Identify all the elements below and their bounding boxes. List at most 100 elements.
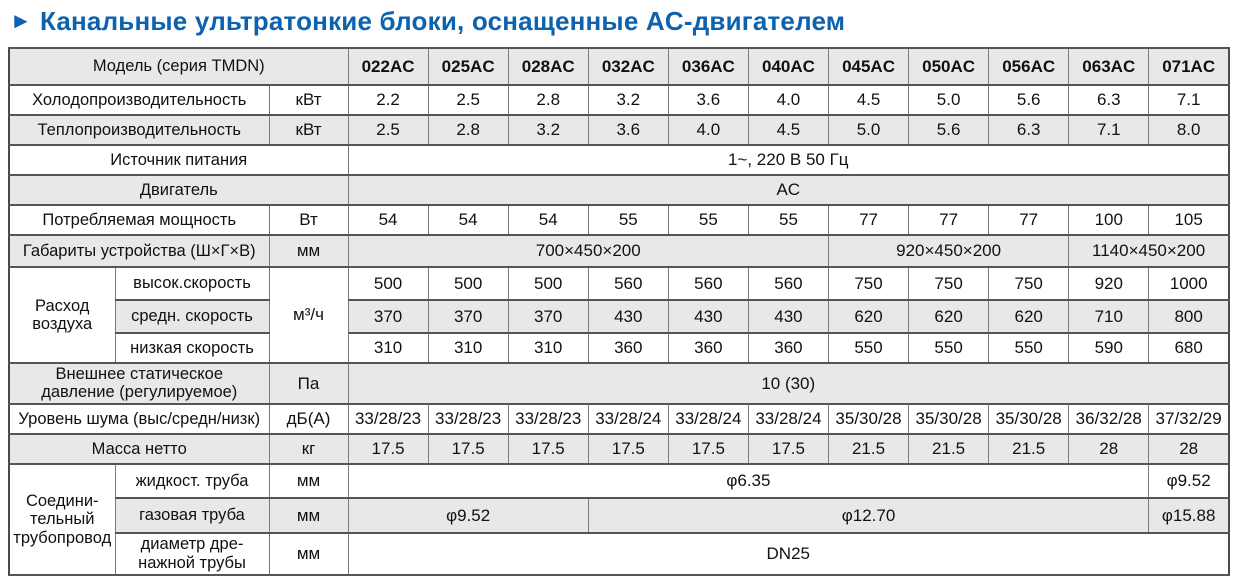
power-input-value-9: 100 [1068, 204, 1150, 236]
cooling-capacity-row: Холодопроизводительность кВт 2.2 2.5 2.8 3.2 3… [8, 84, 1230, 116]
power-input-label: Потребляемая мощность [8, 204, 270, 236]
model-header-value-5: 040AC [747, 47, 829, 86]
airflow-high-label: высок.скорость [114, 266, 270, 301]
model-header-label: Модель (серия TMDN) [8, 47, 349, 86]
heating-capacity-value-1: 2.8 [427, 114, 509, 146]
airflow-high-value-3: 560 [587, 266, 669, 301]
model-header-value-6: 045AC [827, 47, 910, 86]
airflow-high-value-7: 750 [908, 266, 990, 301]
cooling-capacity-value-8: 5.6 [988, 84, 1070, 116]
net-weight-value-7: 21.5 [908, 432, 990, 465]
noise-level-value-7: 35/30/28 [908, 402, 990, 435]
heating-capacity-value-4: 4.0 [667, 114, 749, 146]
noise-level-value-6: 35/30/28 [827, 402, 910, 435]
spec-table-body: Модель (серия TMDN) 022AC 025AC 028AC 032AC 0… [8, 47, 1230, 576]
noise-level-unit: дБ(А) [268, 402, 349, 435]
drain-pipe-label: диаметр дре- нажной трубы [114, 531, 270, 576]
power-input-value-4: 55 [667, 204, 749, 236]
net-weight-value-10: 28 [1148, 432, 1230, 465]
page-title-text: Канальные ультратонкие блоки, оснащенные… [39, 6, 846, 36]
airflow-low-value-4: 360 [667, 332, 749, 364]
airflow-high-value-9: 920 [1068, 266, 1150, 301]
dimensions-unit: мм [268, 234, 349, 268]
noise-level-value-5: 33/28/24 [747, 402, 829, 435]
noise-level-value-0: 33/28/23 [347, 402, 429, 435]
motor-label: Двигатель [8, 174, 349, 206]
power-source-value-0: 1~, 220 В 50 Гц [347, 144, 1230, 176]
net-weight-value-4: 17.5 [667, 432, 749, 465]
airflow-low-value-3: 360 [587, 332, 669, 364]
arrow-bullet-icon: ► [10, 8, 32, 33]
liquid-pipe-value-1: φ9.52 [1148, 462, 1230, 499]
power-input-value-1: 54 [427, 204, 509, 236]
model-header-value-1: 025AC [427, 47, 509, 86]
airflow-low-value-2: 310 [507, 332, 589, 364]
cooling-capacity-value-4: 3.6 [667, 84, 749, 116]
noise-level-row: Уровень шума (выс/средн/низк) дБ(А) 33/28/… [8, 402, 1230, 435]
airflow-low-value-1: 310 [427, 332, 509, 364]
cooling-capacity-value-9: 6.3 [1068, 84, 1150, 116]
model-header-value-4: 036AC [667, 47, 749, 86]
model-header-value-8: 056AC [988, 47, 1070, 86]
net-weight-value-9: 28 [1068, 432, 1150, 465]
airflow-mid-value-10: 800 [1148, 299, 1230, 334]
noise-level-value-1: 33/28/23 [427, 402, 509, 435]
power-input-value-6: 77 [827, 204, 910, 236]
net-weight-value-8: 21.5 [988, 432, 1070, 465]
airflow-low-row: низкая скорость 310 310 310 360 360 360 550 550 5… [9, 332, 1230, 364]
heating-capacity-value-3: 3.6 [587, 114, 669, 146]
dimensions-row: Габариты устройства (Ш×Г×В) мм 700×450×200… [8, 234, 1230, 268]
airflow-low-value-6: 550 [827, 332, 910, 364]
heating-capacity-value-6: 5.0 [827, 114, 910, 146]
airflow-low-label: низкая скорость [114, 332, 270, 364]
net-weight-value-2: 17.5 [507, 432, 589, 465]
net-weight-row: Масса нетто кг 17.5 17.5 17.5 17.5 17.5 17.5 21.… [8, 432, 1230, 465]
dimensions-value-0: 700×450×200 [347, 234, 829, 268]
airflow-low-value-10: 680 [1148, 332, 1230, 364]
airflow-mid-value-9: 710 [1068, 299, 1150, 334]
cooling-capacity-value-10: 7.1 [1148, 84, 1230, 116]
power-input-row: Потребляемая мощность Вт 54 54 54 55 55 55 77 77 7… [8, 204, 1230, 236]
net-weight-value-6: 21.5 [827, 432, 910, 465]
net-weight-unit: кг [268, 432, 349, 465]
liquid-pipe-label: жидкост. труба [114, 462, 270, 499]
model-header-value-9: 063AC [1068, 47, 1150, 86]
gas-pipe-row: газовая труба мм φ9.52 φ12.70 φ15.88 [9, 496, 1230, 534]
noise-level-value-9: 36/32/28 [1068, 402, 1150, 435]
cooling-capacity-value-7: 5.0 [908, 84, 990, 116]
heating-capacity-value-5: 4.5 [747, 114, 829, 146]
liquid-pipe-row: Соедини- тельный трубопровод жидкост. тру… [8, 462, 1230, 576]
heating-capacity-unit: кВт [268, 114, 349, 146]
airflow-high-row: Расход воздуха высок.скорость м³/ч 500 500 50… [8, 266, 1230, 364]
power-source-row: Источник питания 1~, 220 В 50 Гц [8, 144, 1230, 176]
heating-capacity-value-10: 8.0 [1148, 114, 1230, 146]
airflow-high-value-8: 750 [988, 266, 1070, 301]
dimensions-label: Габариты устройства (Ш×Г×В) [8, 234, 270, 268]
cooling-capacity-value-2: 2.8 [507, 84, 589, 116]
airflow-high-value-6: 750 [827, 266, 910, 301]
airflow-low-value-0: 310 [347, 332, 429, 364]
page-title: ► Канальные ультратонкие блоки, оснащенны… [0, 0, 1238, 37]
airflow-low-value-9: 590 [1068, 332, 1150, 364]
power-input-value-8: 77 [988, 204, 1070, 236]
spec-table: Модель (серия TMDN) 022AC 025AC 028AC 032AC 0… [8, 47, 1230, 576]
model-header-value-2: 028AC [507, 47, 589, 86]
gas-pipe-label: газовая труба [114, 496, 270, 534]
airflow-high-value-10: 1000 [1148, 266, 1230, 301]
model-header-row: Модель (серия TMDN) 022AC 025AC 028AC 032AC 0… [8, 47, 1230, 86]
power-input-value-3: 55 [587, 204, 669, 236]
cooling-capacity-unit: кВт [268, 84, 349, 116]
drain-pipe-unit: мм [268, 531, 349, 576]
net-weight-value-0: 17.5 [347, 432, 429, 465]
airflow-mid-row: средн. скорость 370 370 370 430 430 430 620 620 6… [9, 299, 1230, 334]
power-input-value-0: 54 [347, 204, 429, 236]
cooling-capacity-value-6: 4.5 [827, 84, 910, 116]
airflow-mid-value-4: 430 [667, 299, 749, 334]
drain-pipe-value-0: DN25 [347, 531, 1230, 576]
liquid-pipe-unit: мм [268, 462, 349, 499]
airflow-high-value-2: 500 [507, 266, 589, 301]
motor-row: Двигатель AC [8, 174, 1230, 206]
airflow-mid-value-1: 370 [427, 299, 509, 334]
motor-value-0: AC [347, 174, 1230, 206]
static-pressure-unit: Па [268, 362, 349, 405]
